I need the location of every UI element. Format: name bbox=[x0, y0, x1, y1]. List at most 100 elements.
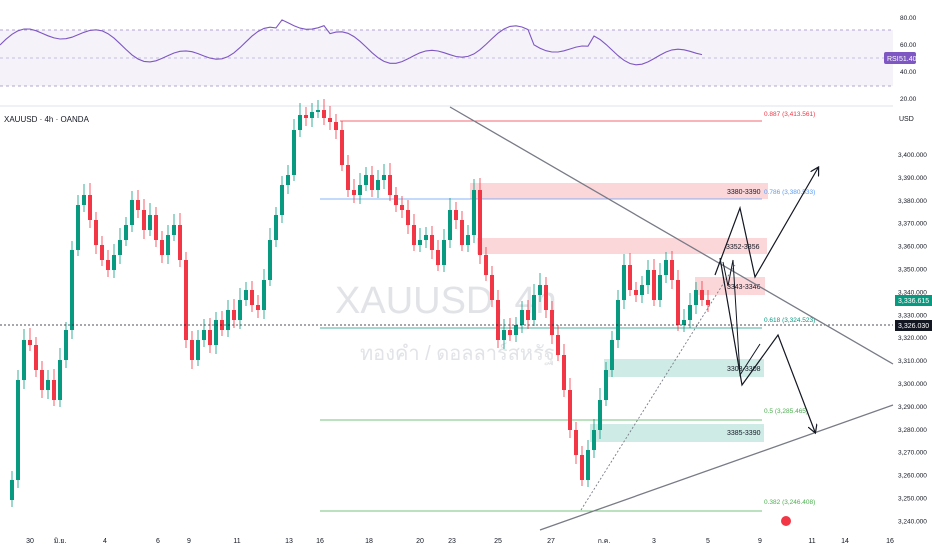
candle[interactable] bbox=[394, 187, 398, 212]
candle[interactable] bbox=[430, 226, 434, 259]
candle[interactable] bbox=[568, 378, 572, 438]
candle[interactable] bbox=[604, 362, 608, 406]
candle[interactable] bbox=[406, 200, 410, 234]
candle[interactable] bbox=[706, 290, 710, 312]
candle[interactable] bbox=[412, 214, 416, 251]
candle[interactable] bbox=[502, 319, 506, 349]
upper-trendline[interactable] bbox=[449, 106, 894, 365]
candle[interactable] bbox=[52, 369, 56, 406]
bearish-projection-path[interactable] bbox=[719, 257, 815, 432]
candle[interactable] bbox=[598, 388, 602, 439]
candle[interactable] bbox=[82, 184, 86, 212]
candle[interactable] bbox=[112, 244, 116, 278]
candle[interactable] bbox=[622, 254, 626, 309]
candle[interactable] bbox=[388, 163, 392, 201]
candle[interactable] bbox=[526, 300, 530, 329]
candle[interactable] bbox=[244, 282, 248, 306]
candle[interactable] bbox=[106, 250, 110, 277]
candle[interactable] bbox=[466, 225, 470, 252]
candle[interactable] bbox=[490, 266, 494, 307]
lower-trendline[interactable] bbox=[539, 404, 894, 531]
candle[interactable] bbox=[700, 281, 704, 306]
candle[interactable] bbox=[400, 196, 404, 218]
fib-05[interactable]: 0.5 (3,285.465) bbox=[320, 408, 808, 421]
candle[interactable] bbox=[508, 318, 512, 341]
rising-dotted-trendline[interactable] bbox=[580, 264, 736, 511]
candle[interactable] bbox=[658, 263, 662, 307]
candle[interactable] bbox=[484, 247, 488, 281]
time-axis[interactable]: 30 มิ.ย. 4 6 9 11 13 16 18 20 23 25 27 ก.ค. 3 5 9 11 14 16 bbox=[26, 537, 894, 545]
candle[interactable] bbox=[10, 471, 14, 507]
candle[interactable] bbox=[358, 173, 362, 204]
candle[interactable] bbox=[454, 202, 458, 229]
candle[interactable] bbox=[346, 155, 350, 197]
candle[interactable] bbox=[532, 284, 536, 326]
candle[interactable] bbox=[214, 312, 218, 354]
candle[interactable] bbox=[226, 300, 230, 337]
candle[interactable] bbox=[478, 178, 482, 264]
candle[interactable] bbox=[520, 301, 524, 333]
candle[interactable] bbox=[88, 183, 92, 228]
candle[interactable] bbox=[514, 317, 518, 342]
candle[interactable] bbox=[544, 277, 548, 318]
zone-3352-3356[interactable]: 3352-3356 bbox=[477, 238, 767, 254]
candle[interactable] bbox=[424, 227, 428, 248]
candle[interactable] bbox=[418, 228, 422, 252]
candle[interactable] bbox=[46, 370, 50, 399]
symbol-title[interactable]: XAUUSD · 4h · OANDA bbox=[4, 115, 89, 124]
candle[interactable] bbox=[586, 440, 590, 487]
candle[interactable] bbox=[472, 179, 476, 243]
candle[interactable] bbox=[16, 370, 20, 488]
candle[interactable] bbox=[574, 422, 578, 464]
candle[interactable] bbox=[580, 446, 584, 486]
candle[interactable] bbox=[256, 295, 260, 318]
candle[interactable] bbox=[334, 114, 338, 139]
candle[interactable] bbox=[322, 99, 326, 125]
fib-0786[interactable]: 0.786 (3,380.533) bbox=[320, 189, 815, 200]
candle[interactable] bbox=[352, 179, 356, 203]
candle[interactable] bbox=[646, 260, 650, 294]
candle[interactable] bbox=[142, 199, 146, 239]
candle[interactable] bbox=[562, 344, 566, 397]
candle[interactable] bbox=[274, 207, 278, 247]
candle[interactable] bbox=[166, 225, 170, 264]
candle[interactable] bbox=[70, 241, 74, 339]
candle[interactable] bbox=[220, 311, 224, 336]
candle[interactable] bbox=[232, 299, 236, 328]
candle[interactable] bbox=[184, 252, 188, 348]
candle[interactable] bbox=[268, 228, 272, 286]
candle[interactable] bbox=[94, 212, 98, 254]
zone-3380-3390[interactable]: 3380-3390 bbox=[470, 183, 768, 199]
fib-0887[interactable]: 0.887 (3,413.561) bbox=[340, 111, 815, 122]
candle[interactable] bbox=[58, 348, 62, 407]
candle[interactable] bbox=[694, 282, 698, 314]
candle[interactable] bbox=[538, 273, 542, 302]
candle[interactable] bbox=[40, 361, 44, 398]
candle[interactable] bbox=[664, 252, 668, 283]
candle[interactable] bbox=[304, 107, 308, 126]
candle[interactable] bbox=[250, 281, 254, 312]
candle[interactable] bbox=[316, 100, 320, 118]
candle[interactable] bbox=[640, 276, 644, 303]
candle[interactable] bbox=[130, 191, 134, 232]
candle[interactable] bbox=[202, 319, 206, 347]
candle[interactable] bbox=[196, 330, 200, 366]
zone-3343-3346[interactable]: 3343-3346 bbox=[695, 277, 765, 295]
candle[interactable] bbox=[328, 106, 332, 130]
candle[interactable] bbox=[592, 419, 596, 458]
candle[interactable] bbox=[616, 290, 620, 348]
candle[interactable] bbox=[382, 164, 386, 189]
candle[interactable] bbox=[436, 240, 440, 271]
candlestick-series[interactable] bbox=[10, 99, 710, 507]
currency-label[interactable]: USD bbox=[899, 116, 914, 123]
zone-3385-3390-support[interactable]: 3385-3390 bbox=[590, 424, 764, 442]
fib-0382[interactable]: 0.382 (3,246.408) bbox=[320, 499, 815, 512]
candle[interactable] bbox=[298, 103, 302, 137]
candle[interactable] bbox=[460, 211, 464, 251]
candle[interactable] bbox=[280, 176, 284, 223]
bullish-projection-path[interactable] bbox=[714, 168, 818, 279]
candle[interactable] bbox=[634, 282, 638, 302]
candle[interactable] bbox=[178, 213, 182, 267]
candle[interactable] bbox=[34, 337, 38, 377]
